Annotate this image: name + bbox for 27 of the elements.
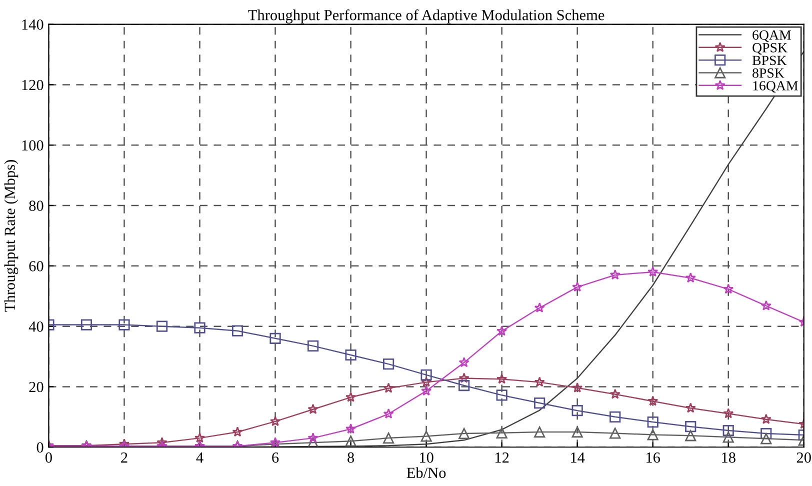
y-tick-label: 100 xyxy=(22,140,44,151)
x-tick-label: 16 xyxy=(646,452,660,463)
x-tick-label: 4 xyxy=(196,452,204,463)
y-tick-label: 0 xyxy=(36,442,44,453)
y-tick-label: 20 xyxy=(29,382,44,392)
y-tick-label: 120 xyxy=(22,80,44,90)
legend-label: 6QAM xyxy=(752,30,791,42)
x-axis-title: Eb/No xyxy=(406,467,446,478)
legend-label: 8PSK xyxy=(752,68,784,78)
x-tick-label: 12 xyxy=(496,452,509,463)
x-tick-label: 2 xyxy=(121,452,128,463)
x-tick-label: 20 xyxy=(796,452,811,463)
x-tick-label: 6 xyxy=(272,452,279,463)
y-tick-label: 140 xyxy=(22,19,44,30)
chart-title: Throughput Performance of Adaptive Modulation Scheme xyxy=(248,9,604,24)
legend-label: QPSK xyxy=(752,43,788,55)
x-tick-label: 18 xyxy=(722,452,736,463)
legend-label: 16QAM xyxy=(753,81,798,93)
y-tick-label: 40 xyxy=(28,321,44,332)
x-tick-label: 8 xyxy=(348,452,354,463)
legend-label: BPSK xyxy=(752,56,787,66)
y-tick-label: 60 xyxy=(29,261,44,272)
x-tick-label: 0 xyxy=(45,452,52,463)
x-tick-label: 14 xyxy=(571,452,585,463)
y-axis-title: Throughput Rate (Mbps) xyxy=(4,160,18,312)
x-tick-label: 10 xyxy=(420,452,434,463)
y-tick-label: 80 xyxy=(29,200,44,211)
